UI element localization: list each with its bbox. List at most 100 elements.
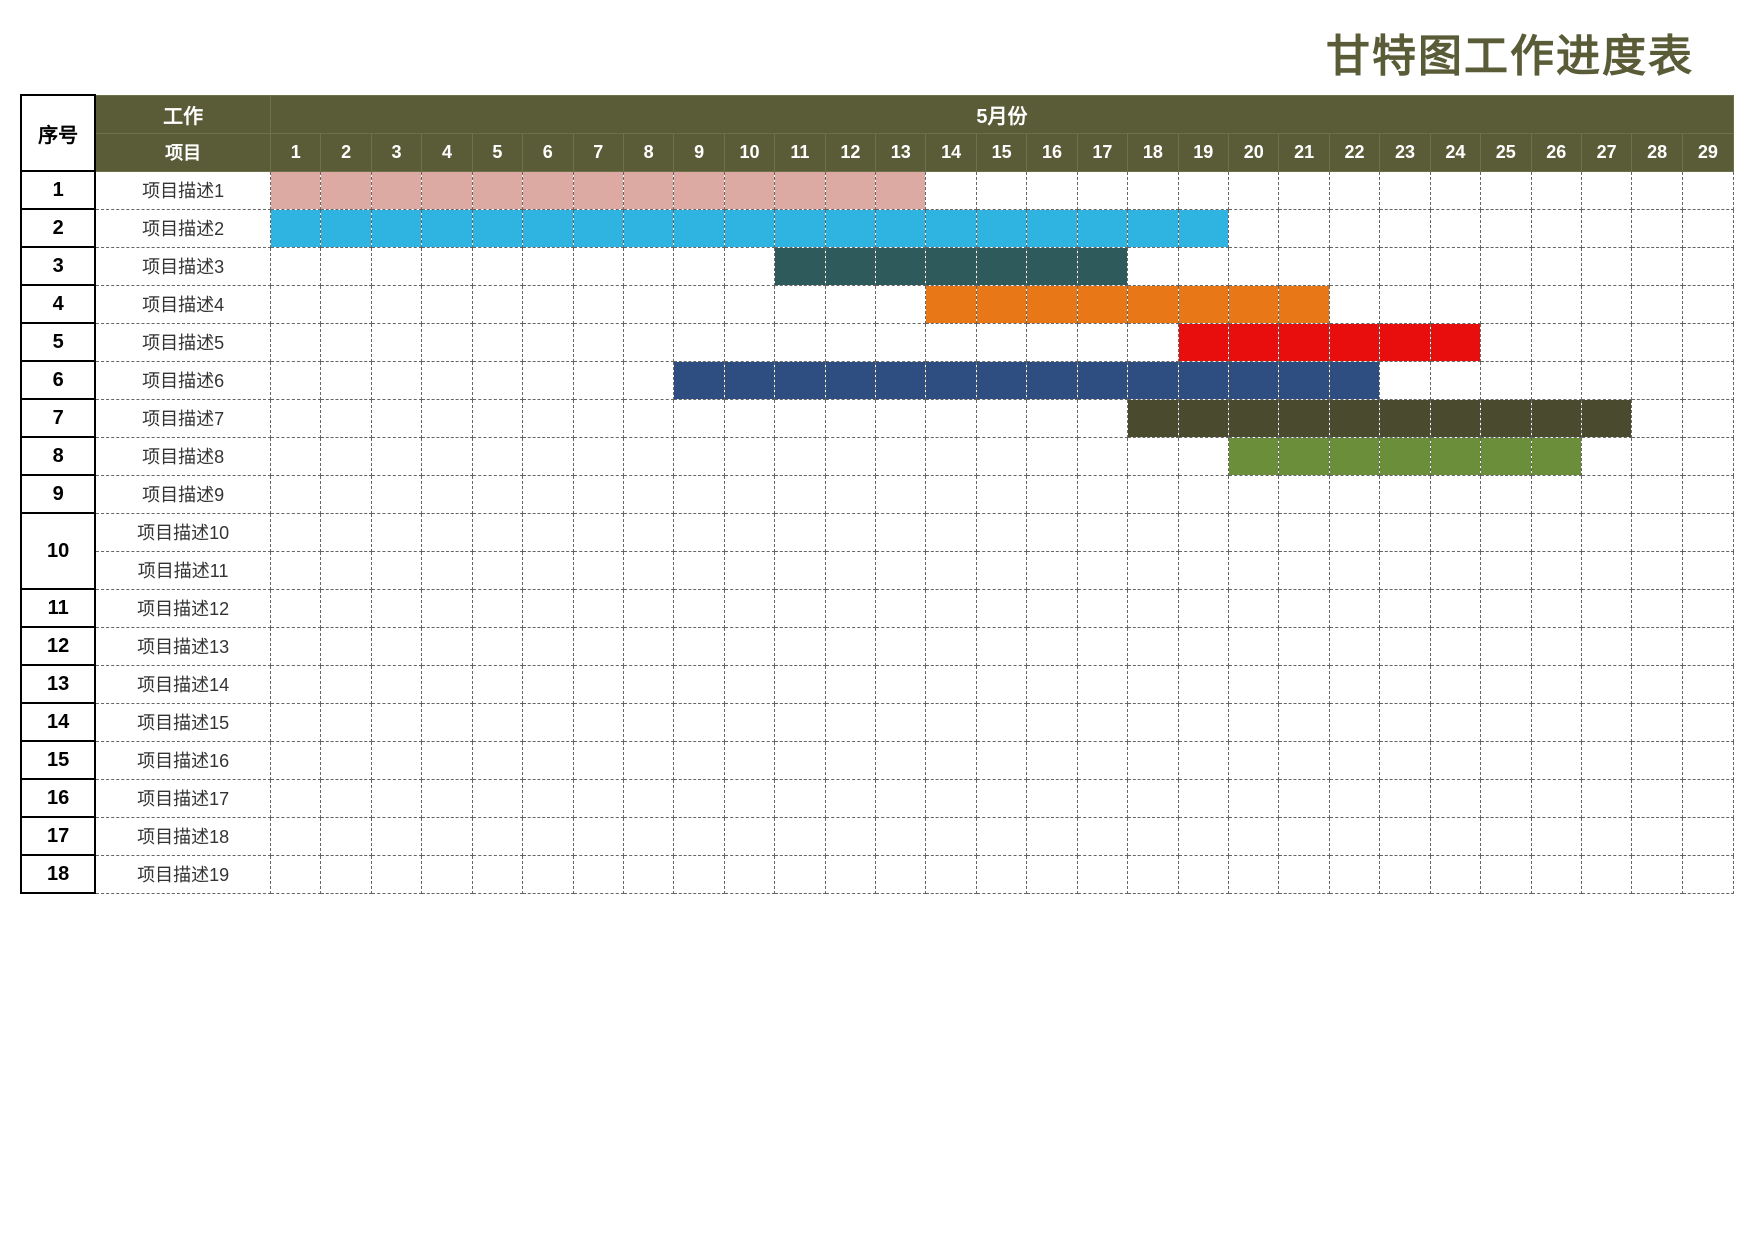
seq-cell: 16 [21,779,95,817]
day-cell [1581,817,1631,855]
day-cell [623,209,673,247]
seq-cell: 13 [21,665,95,703]
day-cell [724,855,774,893]
day-cell [1329,817,1379,855]
day-cell [1279,171,1329,209]
day-cell [371,437,421,475]
day-cell [523,855,573,893]
seq-cell: 7 [21,399,95,437]
gantt-bar [1128,286,1177,323]
day-cell [825,513,875,551]
day-cell [674,323,724,361]
gantt-bar [372,210,421,247]
day-cell [1430,513,1480,551]
header-day: 15 [976,133,1026,171]
day-cell [724,285,774,323]
day-cell [1178,171,1228,209]
day-cell [1682,171,1733,209]
day-cell [1682,475,1733,513]
header-day: 5 [472,133,522,171]
day-cell [775,589,825,627]
day-cell [775,285,825,323]
day-cell [1229,665,1279,703]
day-cell [1279,627,1329,665]
gantt-bar [1330,438,1379,475]
day-cell [1178,209,1228,247]
gantt-bar [473,210,522,247]
day-cell [1279,475,1329,513]
day-cell [623,741,673,779]
day-cell [1481,475,1531,513]
day-cell [724,361,774,399]
task-cell: 项目描述6 [95,361,270,399]
day-cell [1027,817,1077,855]
day-cell [623,171,673,209]
gantt-bar [977,248,1026,285]
day-cell [1581,437,1631,475]
day-cell [876,323,926,361]
gantt-bar [523,172,572,209]
task-cell: 项目描述13 [95,627,270,665]
day-cell [371,551,421,589]
gantt-bar [725,172,774,209]
day-cell [1077,437,1127,475]
day-cell [1430,741,1480,779]
day-cell [1380,323,1430,361]
day-cell [472,399,522,437]
day-cell [976,665,1026,703]
gantt-bar [1431,438,1480,475]
day-cell [1128,703,1178,741]
gantt-bar [1532,438,1581,475]
day-cell [926,209,976,247]
day-cell [1128,437,1178,475]
task-cell: 项目描述2 [95,209,270,247]
day-cell [876,399,926,437]
day-cell [1279,741,1329,779]
day-cell [1430,703,1480,741]
gantt-bar [977,362,1026,399]
header-day: 27 [1581,133,1631,171]
day-cell [1481,551,1531,589]
day-cell [724,703,774,741]
day-cell [1682,703,1733,741]
day-cell [674,285,724,323]
day-cell [775,703,825,741]
gantt-bar [271,210,320,247]
table-row: 16项目描述17 [21,779,1734,817]
day-cell [1077,817,1127,855]
day-cell [573,209,623,247]
gantt-bar [876,362,925,399]
day-cell [573,665,623,703]
gantt-bar [826,248,875,285]
header-day: 9 [674,133,724,171]
day-cell [1682,437,1733,475]
day-cell [674,247,724,285]
day-cell [1229,551,1279,589]
day-cell [422,779,472,817]
day-cell [1279,209,1329,247]
day-cell [775,323,825,361]
gantt-bar [574,210,623,247]
day-cell [1178,855,1228,893]
day-cell [724,513,774,551]
day-cell [674,361,724,399]
day-cell [1329,323,1379,361]
day-cell [472,323,522,361]
gantt-bar [523,210,572,247]
gantt-bar [1229,362,1278,399]
day-cell [1632,361,1682,399]
day-cell [321,285,371,323]
gantt-bar [1279,286,1328,323]
gantt-bar [1330,362,1379,399]
day-cell [1481,779,1531,817]
day-cell [321,437,371,475]
day-cell [1380,209,1430,247]
seq-cell: 18 [21,855,95,893]
day-cell [976,779,1026,817]
seq-cell: 14 [21,703,95,741]
day-cell [1682,665,1733,703]
day-cell [674,437,724,475]
day-cell [876,855,926,893]
day-cell [674,741,724,779]
day-cell [472,247,522,285]
